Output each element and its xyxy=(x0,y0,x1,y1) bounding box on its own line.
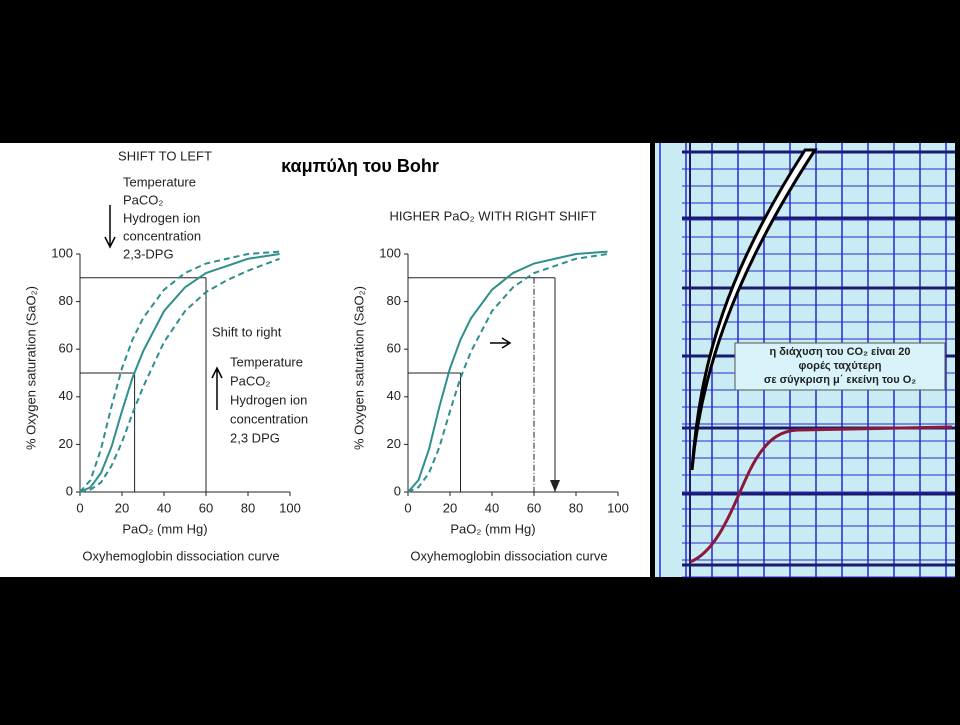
x-tick-label: 0 xyxy=(76,500,83,515)
annotation: 2,3 DPG xyxy=(230,430,280,445)
note-line: η διάχυση του CO₂ είναι 20 xyxy=(769,346,910,358)
arrow-head xyxy=(550,480,560,492)
y-tick-label: 20 xyxy=(387,436,401,451)
y-tick-label: 80 xyxy=(59,293,73,308)
y-axis-label: % Oxygen saturation (SaO₂) xyxy=(23,286,38,450)
x-tick-label: 0 xyxy=(404,500,411,515)
annotation: Temperature xyxy=(123,174,196,189)
annotation: Hydrogen ion xyxy=(123,210,200,225)
x-axis-label: PaO₂ (mm Hg) xyxy=(450,521,535,536)
x-tick-label: 80 xyxy=(569,500,583,515)
curve xyxy=(407,253,608,493)
x-tick-label: 60 xyxy=(199,500,213,515)
chart-title: HIGHER PaO₂ WITH RIGHT SHIFT xyxy=(389,208,596,223)
y-tick-label: 40 xyxy=(59,388,73,403)
curve xyxy=(79,257,280,493)
left-panel xyxy=(0,143,650,577)
y-tick-label: 0 xyxy=(394,483,401,498)
x-tick-label: 80 xyxy=(241,500,255,515)
arrow-down xyxy=(104,205,116,249)
red-curve xyxy=(689,425,953,564)
arrow-right xyxy=(490,337,512,349)
annotation: PaCO₂ xyxy=(230,373,270,388)
curve-band xyxy=(690,148,818,471)
annotation: Shift to right xyxy=(212,324,282,339)
y-tick-label: 20 xyxy=(59,436,73,451)
curve xyxy=(79,250,280,493)
annotation: Hydrogen ion xyxy=(230,392,307,407)
y-tick-label: 0 xyxy=(66,483,73,498)
x-tick-label: 100 xyxy=(279,500,301,515)
note-box xyxy=(734,342,946,391)
note-line: φορές ταχύτερη xyxy=(799,360,882,372)
x-axis-label: PaO₂ (mm Hg) xyxy=(122,521,207,536)
arrow-up xyxy=(211,366,223,410)
annotation: PaCO₂ xyxy=(123,192,163,207)
x-tick-label: 20 xyxy=(443,500,457,515)
y-tick-label: 80 xyxy=(387,293,401,308)
x-tick-label: 40 xyxy=(485,500,499,515)
x-tick-label: 20 xyxy=(115,500,129,515)
annotation: concentration xyxy=(123,228,201,243)
x-tick-label: 60 xyxy=(527,500,541,515)
x-tick-label: 40 xyxy=(157,500,171,515)
annotation: concentration xyxy=(230,411,308,426)
curve xyxy=(407,250,608,493)
annotation: Temperature xyxy=(230,354,303,369)
slide-title: καμπύλη του Bohr xyxy=(281,156,439,176)
x-tick-label: 100 xyxy=(607,500,629,515)
y-tick-label: 60 xyxy=(387,341,401,356)
y-tick-label: 100 xyxy=(51,245,73,260)
note-line: σε σύγκριση μ΄ εκείνη του O₂ xyxy=(764,374,916,386)
y-tick-label: 60 xyxy=(59,341,73,356)
caption: Oxyhemoglobin dissociation curve xyxy=(410,548,607,563)
chart-title: SHIFT TO LEFT xyxy=(118,148,212,163)
curve xyxy=(79,253,280,493)
y-axis-label: % Oxygen saturation (SaO₂) xyxy=(351,286,366,450)
caption: Oxyhemoglobin dissociation curve xyxy=(82,548,279,563)
annotation: 2,3-DPG xyxy=(123,246,174,261)
y-tick-label: 100 xyxy=(379,245,401,260)
y-tick-label: 40 xyxy=(387,388,401,403)
